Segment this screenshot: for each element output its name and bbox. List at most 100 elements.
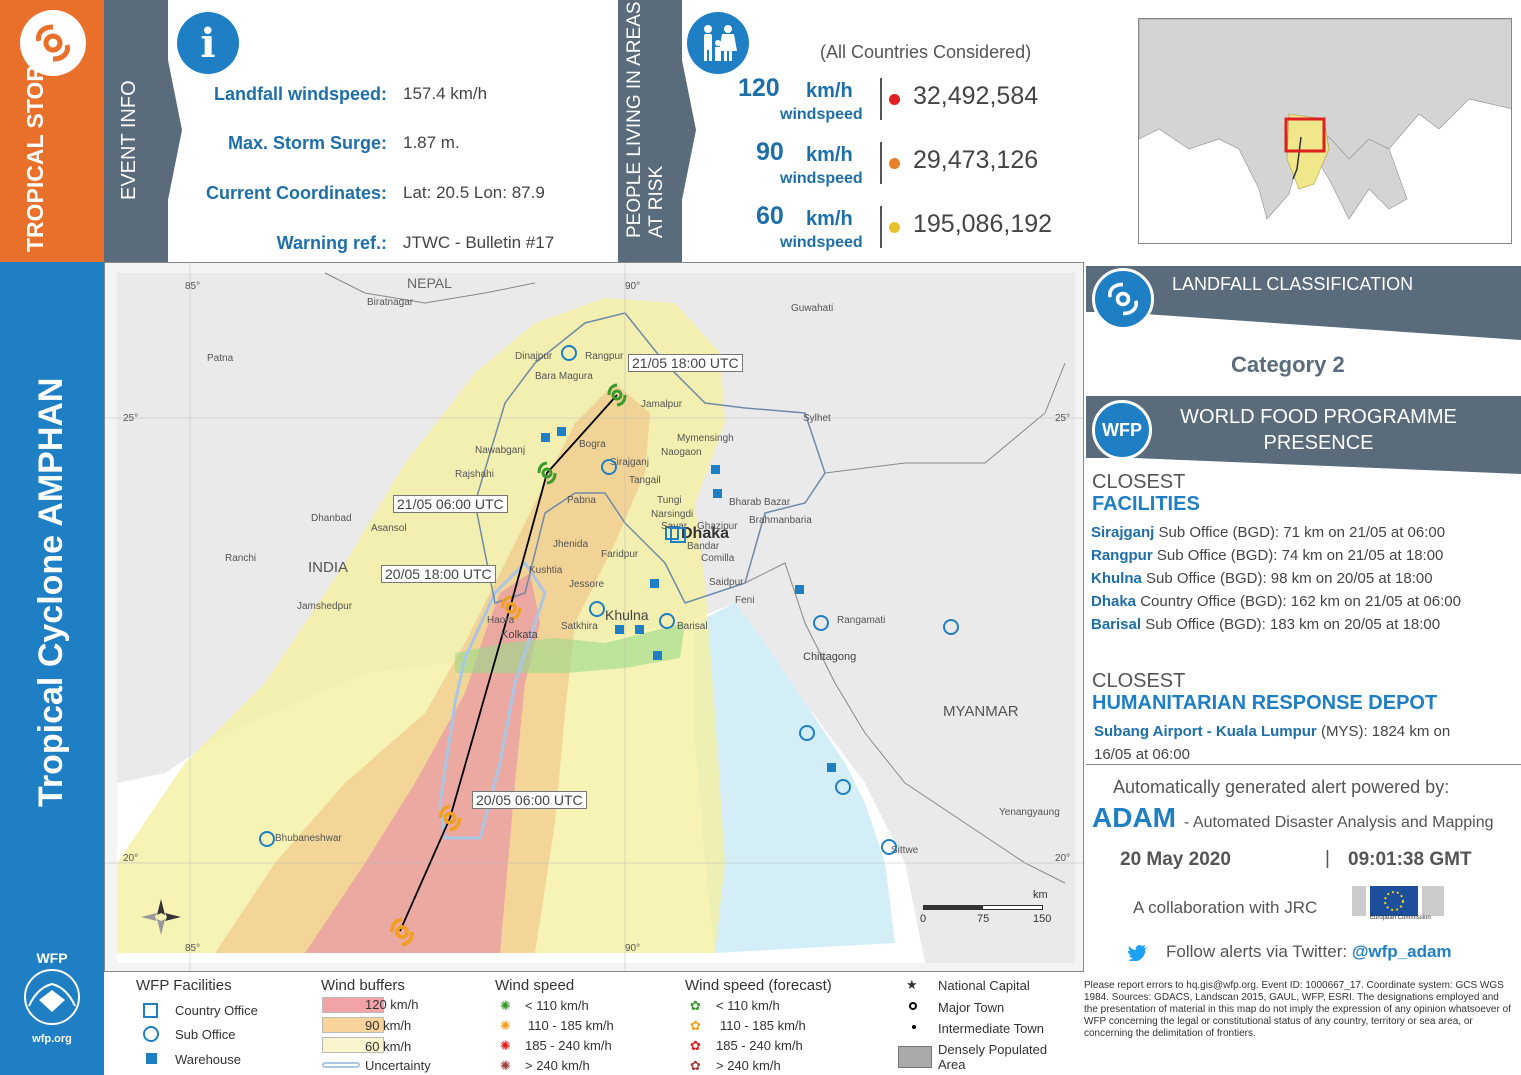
country-label: MYANMAR [943, 703, 1019, 720]
jrc-collab: A collaboration with JRC [1133, 898, 1318, 917]
disclaimer-text: Please report errors to hq.gis@wfp.org. … [1084, 980, 1511, 1039]
risk-speed-60: 60 [756, 202, 784, 230]
coordinates-value: Lat: 20.5 Lon: 87.9 [403, 183, 545, 202]
warehouse-marker[interactable] [541, 433, 550, 442]
risk-dot-60 [889, 222, 900, 233]
warehouse-marker[interactable] [795, 585, 804, 594]
sub-office-marker[interactable] [813, 615, 829, 631]
storm-surge-value: 1.87 m. [403, 133, 460, 152]
national-capital-icon: ★ [906, 977, 918, 992]
warehouse-marker[interactable] [615, 625, 624, 634]
landfall-header: LANDFALL CLASSIFICATION [1086, 266, 1521, 312]
map-canvas [105, 263, 1083, 971]
storm-position-marker[interactable] [387, 917, 417, 952]
forecast-speed-icon: ✿ [690, 998, 701, 1013]
event-title: Tropical Cyclone AMPHAN [32, 377, 70, 807]
warning-ref-value: JTWC - Bulletin #17 [403, 233, 555, 252]
facility-item: Dhaka Country Office (BGD): 162 km on 21… [1091, 593, 1461, 610]
warehouse-marker[interactable] [557, 427, 566, 436]
people-icon [687, 12, 749, 74]
sub-office-marker[interactable] [589, 601, 605, 617]
north-arrow-icon [141, 899, 181, 940]
warehouse-marker[interactable] [650, 579, 659, 588]
event-info-strip: EVENT INFO [104, 0, 168, 262]
facility-item: Barisal Sub Office (BGD): 183 km on 20/0… [1091, 616, 1441, 633]
forecast-speed-icon: ✿ [690, 1038, 701, 1053]
track-label: 20/05 06:00 UTC [472, 791, 587, 809]
major-town-icon [909, 1002, 917, 1010]
buffer-60-swatch [322, 1037, 384, 1053]
sub-office-marker[interactable] [835, 779, 851, 795]
storm-position-marker[interactable] [436, 804, 464, 837]
twitter-follow[interactable]: Follow alerts via Twitter: @wfp_adam [1166, 942, 1452, 961]
track-label: 21/05 06:00 UTC [393, 495, 508, 513]
sub-office-icon [143, 1026, 159, 1042]
storm-position-marker[interactable] [498, 595, 524, 626]
wfp-icon: WFP [1092, 400, 1152, 460]
risk-speed-120: 120 [738, 74, 780, 102]
twitter-handle-link: @wfp_adam [1351, 942, 1452, 961]
storm-type-label: TROPICAL STORM [22, 45, 48, 252]
buffer-120-swatch [322, 997, 384, 1013]
intermediate-town-icon [912, 1025, 916, 1029]
info-icon: i [177, 12, 239, 74]
landfall-windspeed-label: Landfall windspeed: [213, 84, 387, 104]
warehouse-marker[interactable] [827, 763, 836, 772]
track-label: 20/05 18:00 UTC [381, 565, 496, 583]
sub-office-marker[interactable] [259, 831, 275, 847]
warehouse-marker[interactable] [653, 651, 662, 660]
landfall-category: Category 2 [1231, 352, 1345, 377]
country-office-marker[interactable] [670, 527, 686, 543]
people-at-risk-label: PEOPLE LIVING IN AREAS AT RISK [624, 1, 667, 238]
warehouse-marker[interactable] [713, 489, 722, 498]
warehouse-marker[interactable] [711, 465, 720, 474]
population-90: 29,473,126 [913, 146, 1039, 174]
facility-item: Rangpur Sub Office (BGD): 74 km on 21/05… [1091, 547, 1444, 564]
warning-ref-label: Warning ref.: [276, 233, 387, 253]
depot-item: Subang Airport - Kuala Lumpur (MYS): 182… [1094, 723, 1451, 740]
sub-office-marker[interactable] [561, 345, 577, 361]
storm-position-marker[interactable] [535, 461, 559, 490]
population-60: 195,086,192 [913, 210, 1053, 238]
cyclone-icon [1092, 268, 1154, 330]
country-label: INDIA [308, 559, 349, 576]
people-at-risk-strip: PEOPLE LIVING IN AREAS AT RISK [618, 0, 682, 262]
forecast-speed-icon: ✿ [690, 1018, 701, 1033]
all-countries-note: (All Countries Considered) [820, 42, 1032, 62]
country-label: NEPAL [407, 275, 452, 291]
cyclone-map[interactable]: 21/05 18:00 UTC 21/05 06:00 UTC 20/05 18… [104, 262, 1084, 972]
sub-office-marker[interactable] [659, 613, 675, 629]
risk-speed-90: 90 [756, 138, 784, 166]
buffer-90-swatch [322, 1017, 384, 1033]
facilities-heading: FACILITIES [1092, 493, 1200, 515]
warehouse-icon [146, 1053, 157, 1064]
speed-icon: ✺ [500, 1038, 511, 1053]
track-label: 21/05 18:00 UTC [628, 354, 743, 372]
coordinates-label: Current Coordinates: [205, 183, 387, 203]
sub-office-marker[interactable] [601, 459, 617, 475]
speed-icon: ✺ [500, 1018, 511, 1033]
inset-locator-map [1138, 18, 1512, 244]
sub-office-marker[interactable] [881, 839, 897, 855]
landfall-windspeed-value: 157.4 km/h [403, 84, 488, 103]
powered-by: Automatically generated alert powered by… [1113, 777, 1450, 797]
event-strip-arrow [168, 60, 182, 200]
sub-office-marker[interactable] [799, 725, 815, 741]
facility-item: Sirajganj Sub Office (BGD): 71 km on 21/… [1091, 524, 1446, 541]
forecast-speed-icon: ✿ [690, 1058, 701, 1073]
warehouse-marker[interactable] [635, 625, 644, 634]
speed-icon: ✺ [500, 998, 511, 1013]
facility-item: Khulna Sub Office (BGD): 98 km on 20/05 … [1091, 570, 1433, 587]
country-office-icon [143, 1003, 158, 1018]
risk-dot-120 [889, 94, 900, 105]
storm-type-banner: TROPICAL STORM [0, 0, 104, 262]
adam-logo: ADAM [1092, 802, 1176, 833]
twitter-icon [1128, 945, 1148, 962]
cyclone-icon [20, 10, 86, 76]
storm-surge-label: Max. Storm Surge: [227, 133, 387, 153]
side-title-banner: Tropical Cyclone AMPHAN WFP wfp.org [0, 262, 104, 1075]
alert-time: 09:01:38 GMT [1348, 849, 1472, 870]
alert-date: 20 May 2020 [1120, 849, 1231, 870]
storm-position-marker[interactable] [605, 383, 629, 412]
sub-office-marker[interactable] [943, 619, 959, 635]
